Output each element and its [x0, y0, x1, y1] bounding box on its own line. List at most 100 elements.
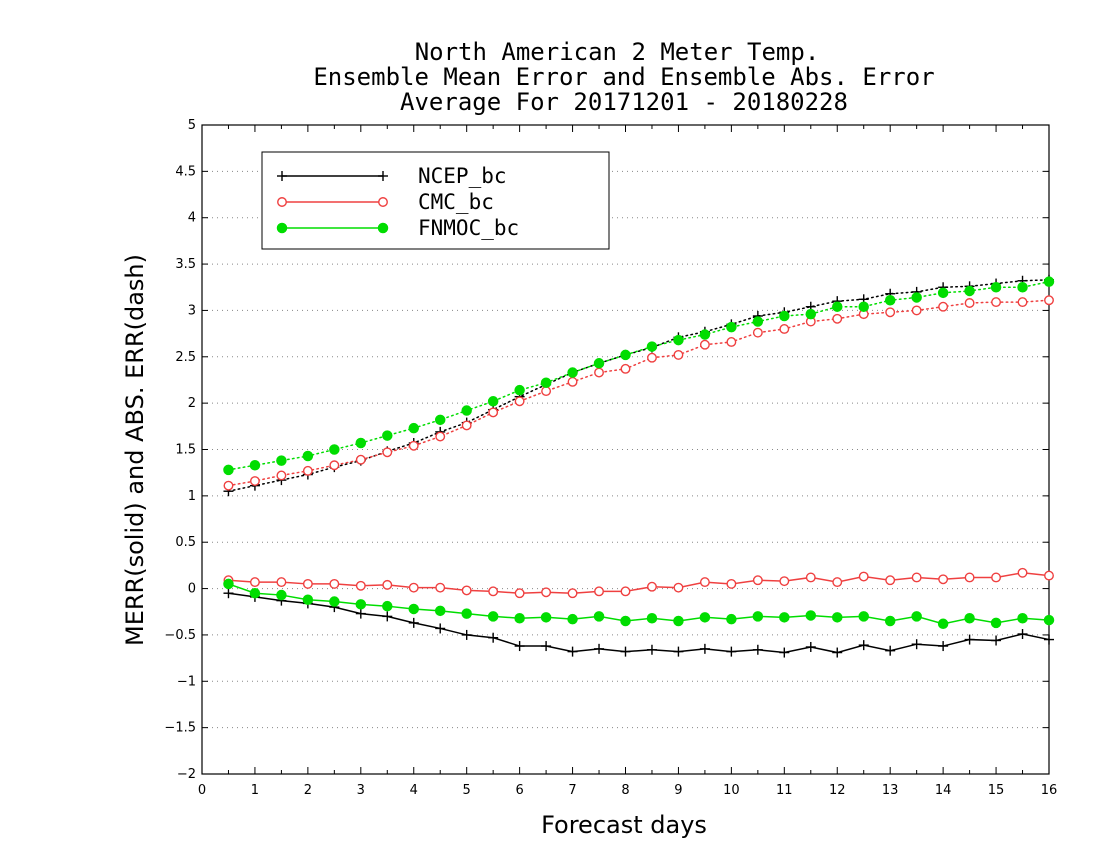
chart-title-line-1: North American 2 Meter Temp.: [415, 38, 820, 66]
merr-point: [858, 571, 869, 582]
legend-entry-FNMOC_bc: FNMOC_bc: [276, 216, 519, 240]
merr-point: [752, 611, 764, 622]
legend-entry-CMC_bc: CMC_bc: [277, 190, 494, 214]
y-tick-label: 2: [188, 396, 196, 411]
merr-point: [911, 639, 922, 650]
merr-point: [1017, 567, 1028, 578]
abs-err-point: [249, 460, 261, 471]
merr-line: [228, 572, 1050, 594]
legend-entry-NCEP_bc: NCEP_bc: [277, 164, 507, 188]
merr-point: [487, 611, 499, 622]
y-tick-label: −1: [177, 674, 196, 689]
abs-err-point: [964, 298, 975, 308]
abs-err-point: [673, 349, 684, 360]
abs-err-point: [673, 334, 684, 346]
merr-point: [541, 587, 552, 598]
merr-point: [223, 588, 234, 599]
x-tick-label: 14: [935, 783, 952, 798]
merr-point: [805, 572, 816, 583]
abs-err-point: [567, 376, 578, 387]
merr-point: [514, 588, 525, 599]
y-tick-label: 3: [188, 303, 196, 318]
merr-point: [699, 612, 711, 623]
legend-marker: [277, 197, 287, 207]
merr-point: [779, 576, 790, 587]
y-tick-label: −0.5: [164, 628, 196, 643]
abs-err-point: [752, 316, 764, 327]
merr-point: [461, 629, 472, 640]
merr-point: [567, 588, 578, 599]
merr-point: [567, 646, 578, 657]
x-tick-label: 3: [357, 783, 365, 798]
y-tick-label: 3.5: [175, 257, 196, 272]
merr-point: [434, 605, 446, 617]
y-tick-label: 1: [188, 489, 196, 504]
merr-point: [832, 647, 843, 658]
merr-point: [805, 610, 817, 621]
abs-err-point: [434, 414, 446, 426]
merr-point: [938, 641, 949, 652]
merr-point: [567, 613, 578, 625]
merr-line: [228, 583, 1050, 625]
legend-marker: [277, 171, 287, 181]
abs-err-point: [540, 377, 552, 388]
merr-point: [514, 641, 525, 652]
merr-point: [329, 596, 340, 607]
merr-point: [673, 582, 684, 593]
abs-err-point: [355, 437, 367, 449]
abs-err-point: [620, 363, 631, 374]
merr-point: [1043, 614, 1055, 626]
x-tick-label: 13: [882, 783, 899, 798]
abs-err-point: [461, 405, 472, 416]
merr-point: [249, 577, 260, 588]
merr-point: [593, 611, 605, 622]
abs-err-point: [699, 339, 710, 350]
merr-point: [805, 641, 816, 652]
merr-point: [329, 578, 340, 589]
merr-point: [726, 578, 737, 589]
abs-err-point: [805, 308, 817, 320]
abs-err-point: [647, 352, 657, 363]
merr-point: [302, 594, 314, 605]
x-tick-label: 5: [463, 783, 471, 798]
merr-point: [752, 644, 763, 655]
merr-point: [673, 615, 684, 627]
abs-err-point: [885, 307, 896, 318]
merr-point: [964, 612, 975, 624]
y-axis-label: MERR(solid) and ABS. ERR(dash): [121, 254, 149, 646]
x-tick-label: 7: [568, 783, 576, 798]
merr-point: [408, 582, 419, 593]
merr-point: [991, 572, 1002, 583]
abs-err-point: [858, 301, 869, 312]
y-tick-label: 0.5: [175, 535, 196, 550]
merr-point: [779, 612, 790, 623]
merr-point: [382, 600, 393, 612]
x-tick-label: 8: [621, 783, 629, 798]
merr-point: [858, 611, 869, 622]
chart-title-line-3: Average For 20171201 - 20180228: [400, 88, 848, 116]
x-tick-label: 12: [829, 783, 846, 798]
abs-err-point: [276, 455, 287, 466]
legend-label: NCEP_bc: [418, 164, 507, 188]
abs-err-point: [302, 450, 314, 462]
abs-err-line: [227, 299, 1050, 487]
merr-point: [646, 644, 657, 655]
merr-point: [461, 608, 472, 619]
abs-err-point: [620, 349, 631, 361]
merr-point: [858, 640, 869, 651]
merr-point: [620, 646, 631, 657]
abs-err-point: [752, 327, 763, 338]
merr-point: [832, 577, 843, 588]
legend-marker: [378, 171, 388, 181]
merr-point: [646, 612, 658, 624]
merr-point: [938, 574, 949, 585]
merr-point: [382, 611, 393, 622]
abs-err-point: [408, 440, 419, 451]
y-tick-label: −1.5: [164, 721, 196, 736]
x-axis-label: Forecast days: [541, 811, 707, 839]
abs-err-point: [249, 476, 260, 486]
merr-point: [673, 646, 684, 657]
legend-box: [261, 151, 610, 250]
